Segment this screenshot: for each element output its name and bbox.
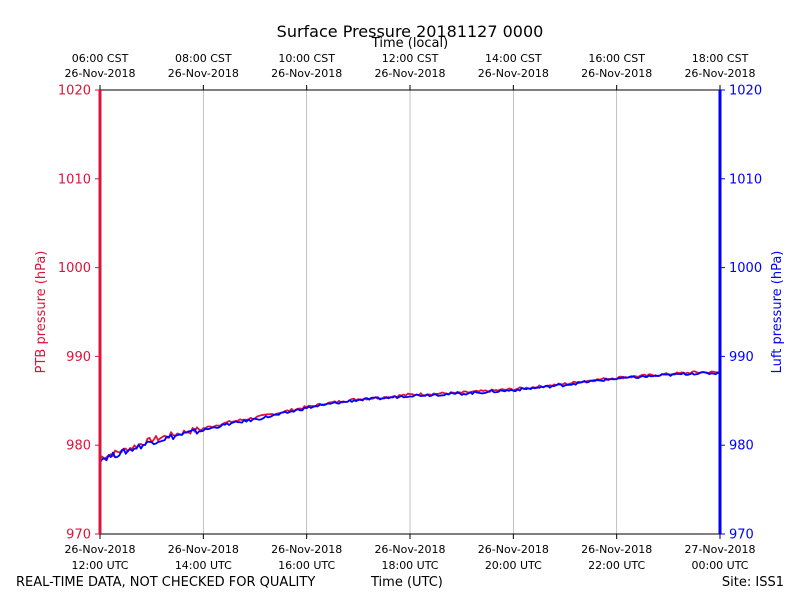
left-y-tick-label: 980 <box>66 439 91 454</box>
site-label: Site: ISS1 <box>721 575 784 590</box>
top-x-tick-date: 26-Nov-2018 <box>684 67 755 80</box>
right-y-tick-label: 1000 <box>729 261 762 276</box>
left-y-tick-label: 1000 <box>58 261 91 276</box>
left-y-tick-label: 970 <box>66 528 91 543</box>
bottom-x-tick-date: 26-Nov-2018 <box>581 543 652 556</box>
bottom-axis-label: Time (UTC) <box>371 575 443 590</box>
bottom-x-tick-date: 26-Nov-2018 <box>168 543 239 556</box>
bottom-x-tick-date: 27-Nov-2018 <box>684 543 755 556</box>
right-y-tick-label: 1020 <box>729 84 762 99</box>
bottom-x-tick-date: 26-Nov-2018 <box>271 543 342 556</box>
right-y-tick-label: 970 <box>729 528 754 543</box>
bottom-x-tick-time: 16:00 UTC <box>278 559 335 572</box>
top-x-tick-date: 26-Nov-2018 <box>168 67 239 80</box>
top-x-tick-date: 26-Nov-2018 <box>271 67 342 80</box>
bottom-x-tick-time: 22:00 UTC <box>588 559 645 572</box>
top-x-tick-date: 26-Nov-2018 <box>581 67 652 80</box>
left-y-axis-label: PTB pressure (hPa) <box>34 251 49 374</box>
bottom-x-tick-time: 12:00 UTC <box>71 559 128 572</box>
top-x-tick-time: 06:00 CST <box>72 52 129 65</box>
top-x-tick-time: 10:00 CST <box>278 52 335 65</box>
top-x-tick-date: 26-Nov-2018 <box>64 67 135 80</box>
series-lines <box>99 370 721 463</box>
bottom-x-tick-time: 18:00 UTC <box>381 559 438 572</box>
right-y-tick-label: 1010 <box>729 172 762 187</box>
top-x-tick-date: 26-Nov-2018 <box>478 67 549 80</box>
bottom-x-tick-time: 00:00 UTC <box>691 559 748 572</box>
right-y-tick-label: 990 <box>729 350 754 365</box>
right-y-axis-label: Luft pressure (hPa) <box>770 251 785 374</box>
top-x-tick-time: 18:00 CST <box>692 52 749 65</box>
series-line-luft-pressure <box>99 371 721 463</box>
left-y-tick-label: 1010 <box>58 172 91 187</box>
bottom-x-tick-date: 26-Nov-2018 <box>478 543 549 556</box>
bottom-x-tick-date: 26-Nov-2018 <box>374 543 445 556</box>
axis-ticks: 970 970 980 980 990 990 1000 1000 1010 1010 1020 10… <box>58 52 762 572</box>
top-x-tick-time: 16:00 CST <box>588 52 645 65</box>
top-x-tick-date: 26-Nov-2018 <box>374 67 445 80</box>
bottom-x-tick-time: 14:00 UTC <box>175 559 232 572</box>
right-y-tick-label: 980 <box>729 439 754 454</box>
top-x-tick-time: 14:00 CST <box>485 52 542 65</box>
left-y-tick-label: 990 <box>66 350 91 365</box>
chart-title: Surface Pressure 20181127 0000 <box>277 22 544 41</box>
bottom-x-tick-time: 20:00 UTC <box>485 559 542 572</box>
grid-lines <box>202 90 618 534</box>
top-axis-label: Time (local) <box>371 36 448 51</box>
top-x-tick-time: 08:00 CST <box>175 52 232 65</box>
left-y-tick-label: 1020 <box>58 84 91 99</box>
bottom-x-tick-date: 26-Nov-2018 <box>64 543 135 556</box>
top-x-tick-time: 12:00 CST <box>382 52 439 65</box>
quality-disclaimer: REAL-TIME DATA, NOT CHECKED FOR QUALITY <box>16 575 316 590</box>
